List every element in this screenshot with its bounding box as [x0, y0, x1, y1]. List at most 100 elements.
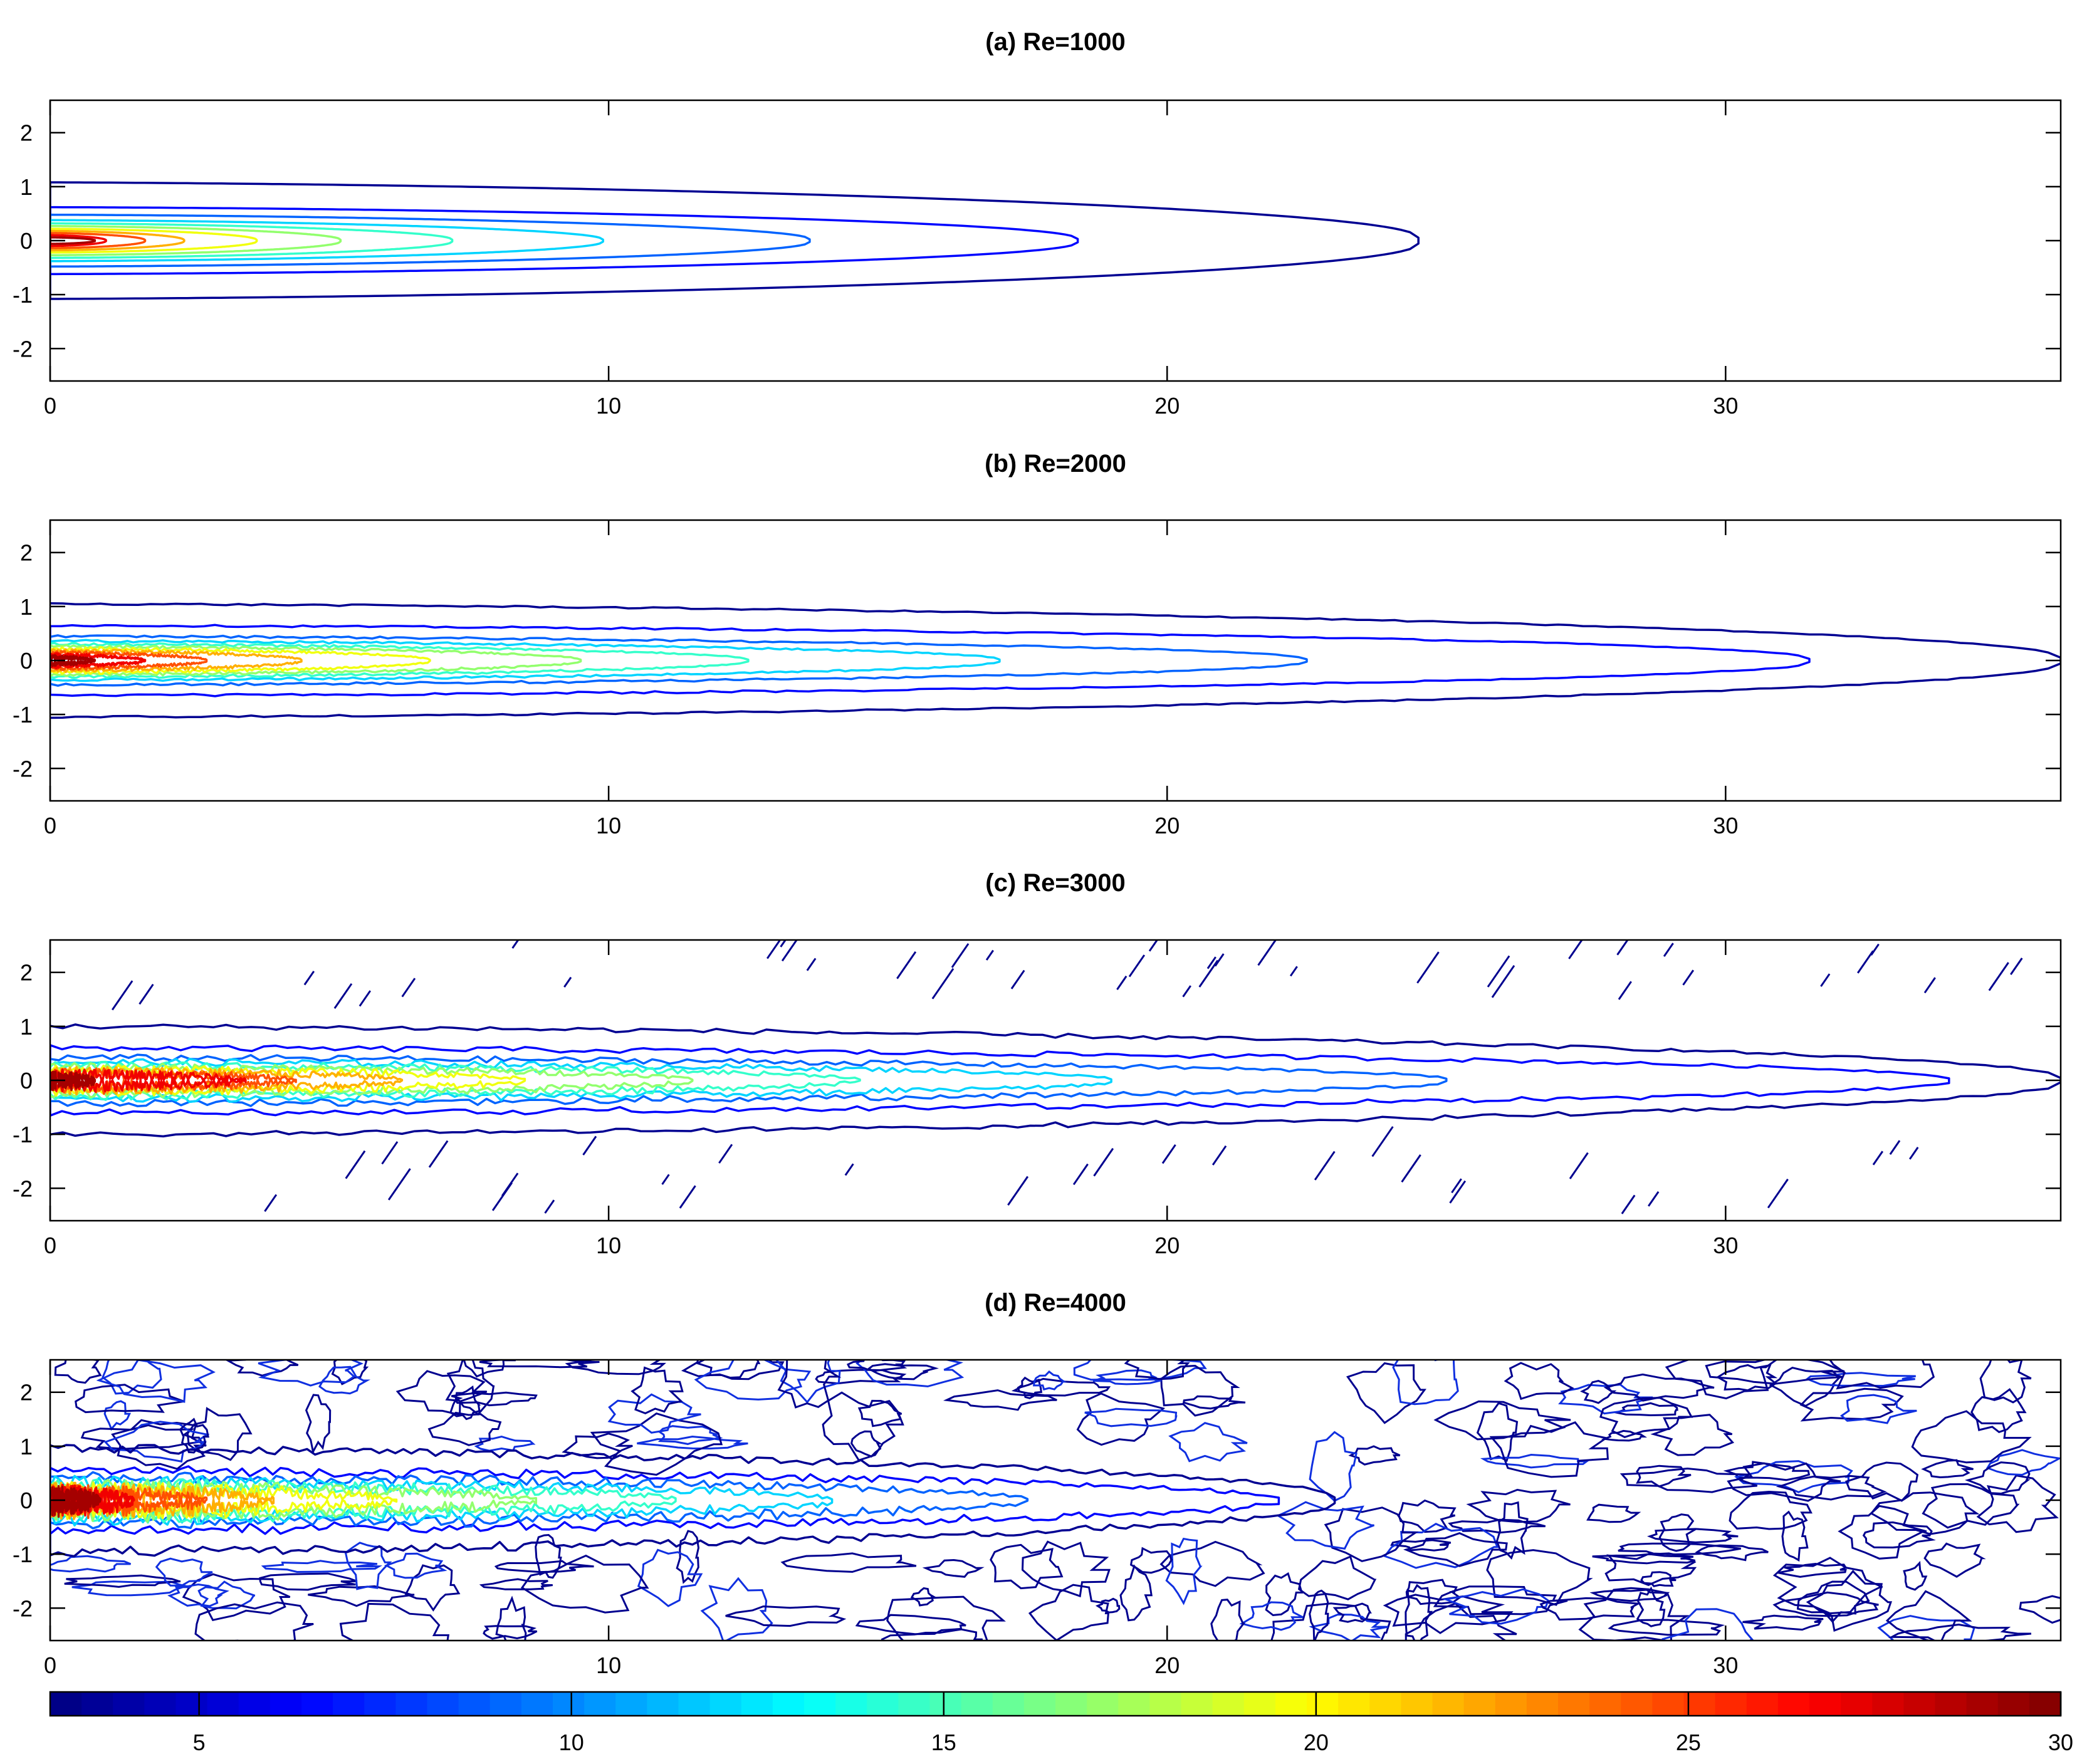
speck-contour [1214, 953, 1225, 967]
colorbar-swatch [867, 1692, 899, 1716]
turbulent-contour [1658, 1513, 1699, 1552]
turbulent-contour [637, 1548, 703, 1607]
x-tick-label: 0 [44, 393, 56, 419]
turbulent-contour [1870, 1491, 1980, 1535]
turbulent-contour [1076, 1392, 1166, 1446]
turbulent-contour [1383, 1594, 1514, 1634]
colorbar-swatch [333, 1692, 365, 1716]
x-tick-label: 0 [44, 1233, 56, 1258]
turbulent-contour [881, 1628, 983, 1641]
speck-contour [951, 943, 970, 968]
speck-contour [428, 1140, 449, 1168]
turbulent-contour [1309, 1589, 1329, 1641]
x-tick-label: 20 [1154, 1652, 1180, 1678]
turbulent-contour [318, 1365, 371, 1395]
turbulent-contour [1129, 1547, 1173, 1574]
y-tick-label: 2 [20, 960, 33, 986]
turbulent-contour [1392, 1360, 1459, 1406]
turbulent-contour [451, 1391, 538, 1407]
colorbar-swatch [1652, 1692, 1685, 1716]
y-tick-label: -1 [13, 1122, 33, 1147]
y-tick-label: -2 [13, 1176, 33, 1201]
turbulent-contour [261, 1560, 383, 1574]
turbulent-contour [1405, 1584, 1433, 1641]
colorbar-tick-label: 5 [193, 1730, 206, 1755]
y-tick-label: 2 [20, 540, 33, 566]
turbulent-contour [1985, 1449, 2061, 1476]
turbulent-contour [850, 1430, 883, 1458]
turbulent-contour [1727, 1462, 1841, 1502]
turbulent-contour [182, 1573, 291, 1622]
colorbar-swatch [207, 1692, 239, 1716]
axes-frame [49, 1359, 2062, 1642]
turbulent-contour [71, 1580, 191, 1597]
turbulent-contour [1309, 1431, 1358, 1502]
speck-contour [1206, 956, 1216, 969]
turbulent-contour [694, 1360, 812, 1401]
contour-level-17 [50, 224, 342, 257]
contour-level-6.5 [50, 206, 1079, 276]
x-tick-label: 30 [1713, 1652, 1738, 1678]
speck-contour [844, 1163, 854, 1176]
speck-contour [1416, 951, 1440, 984]
y-tick-label: 0 [20, 228, 33, 254]
colorbar-swatch [961, 1692, 993, 1716]
colorbar-swatch [741, 1692, 773, 1716]
turbulent-contour [474, 1435, 536, 1452]
speck-contour [333, 983, 353, 1009]
speck-contour [1289, 966, 1298, 977]
colorbar-tick-label: 20 [1304, 1730, 1329, 1755]
axes-frame [49, 99, 2062, 382]
turbulent-contour [1270, 1602, 1391, 1641]
colorbar-swatch [1997, 1692, 2030, 1716]
speck-contour [1569, 1152, 1589, 1179]
contour-level-9 [50, 1053, 1448, 1107]
contour-level-14.5 [50, 222, 454, 259]
speck-contour [2010, 958, 2023, 976]
turbulent-contour [155, 1557, 213, 1587]
colorbar-swatch [678, 1692, 711, 1716]
axes-frame [49, 939, 2062, 1222]
speck-contour [1182, 985, 1191, 998]
turbulent-contour [1805, 1372, 1917, 1387]
turbulent-contour [1729, 1490, 1813, 1530]
contour-level-24.5 [50, 232, 147, 249]
x-tick-label: 20 [1154, 393, 1180, 419]
turbulent-contour [483, 1625, 538, 1640]
speck-contour [1767, 1178, 1789, 1209]
speck-contour [1198, 959, 1219, 988]
contour-level-9 [50, 213, 811, 268]
turbulent-contour [1084, 1407, 1178, 1427]
speck-contour [345, 1150, 366, 1179]
turbulent-contour [1348, 1445, 1401, 1466]
turbulent-contour [103, 1400, 132, 1431]
y-tick-label: -1 [13, 1542, 33, 1567]
turbulent-contour [1092, 1369, 1163, 1386]
colorbar-swatch [1087, 1692, 1119, 1716]
contour-level-12 [50, 219, 604, 263]
x-tick-label: 0 [44, 813, 56, 838]
speck-contour [401, 978, 416, 998]
turbulent-contour [495, 1595, 527, 1641]
colorbar-swatch [1558, 1692, 1591, 1716]
y-tick-label: 0 [20, 1068, 33, 1093]
turbulent-contour [910, 1587, 939, 1607]
colorbar-swatch [1181, 1692, 1213, 1716]
turbulent-contour [857, 1399, 902, 1427]
turbulent-contour [1911, 1410, 2032, 1464]
turbulent-contour [2019, 1595, 2061, 1624]
turbulent-contour [1723, 1461, 1811, 1481]
speck-contour [358, 990, 372, 1007]
colorbar-swatch [1243, 1692, 1276, 1716]
speck-contour [1487, 955, 1510, 988]
panel-title: (a) Re=1000 [985, 28, 1125, 56]
turbulent-contour [777, 1360, 842, 1409]
turbulent-contour [1165, 1537, 1203, 1605]
y-tick-label: -1 [13, 282, 33, 308]
turbulent-contour [676, 1530, 700, 1584]
colorbar-swatch [1872, 1692, 1905, 1716]
turbulent-contour [886, 1595, 1006, 1641]
turbulent-contour [855, 1614, 966, 1636]
y-tick-label: -2 [13, 1595, 33, 1621]
y-tick-label: 2 [20, 1380, 33, 1406]
